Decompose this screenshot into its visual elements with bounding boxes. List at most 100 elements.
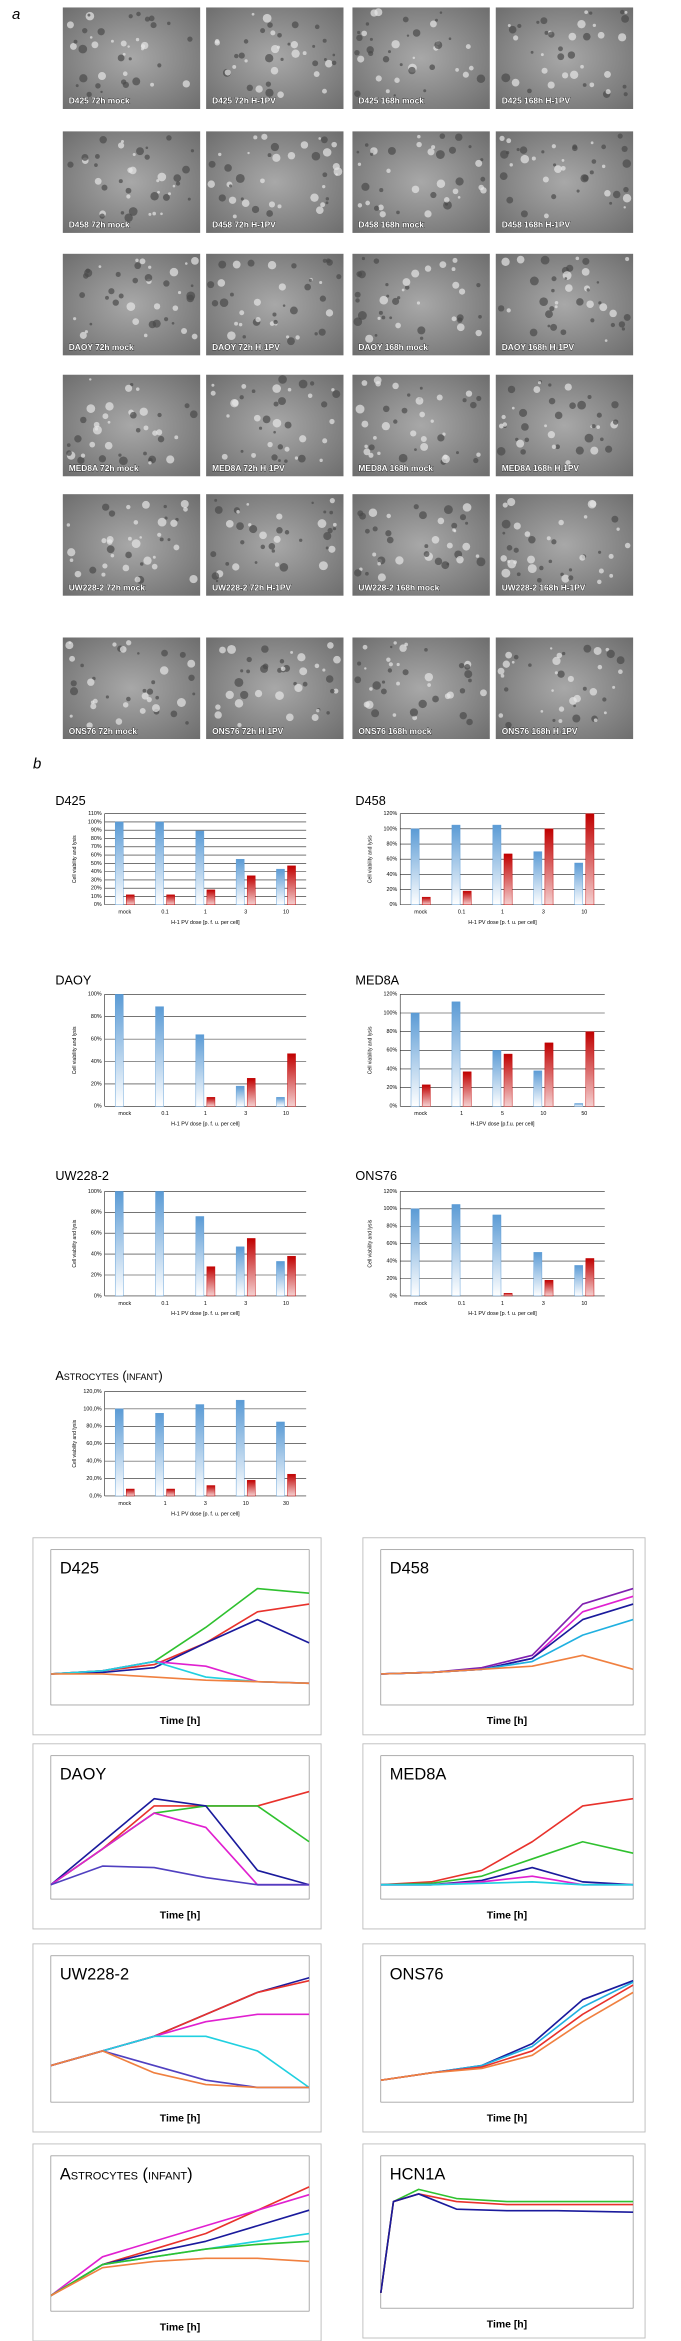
- image-label: D425 72h mock: [69, 96, 130, 106]
- cell: [554, 165, 562, 174]
- x-axis-label: Time [h]: [487, 2319, 527, 2330]
- cell: [335, 173, 338, 176]
- cell: [293, 681, 297, 686]
- chart-title: MED8A: [390, 1766, 447, 1784]
- cell: [127, 45, 130, 48]
- series-line: [50, 1618, 310, 1675]
- cell: [568, 568, 573, 572]
- cell: [239, 395, 244, 400]
- cell: [353, 317, 363, 326]
- cell: [258, 426, 263, 430]
- x-tick-label: 10: [540, 1111, 546, 1117]
- cell: [89, 36, 93, 39]
- cell: [122, 81, 129, 88]
- cell: [370, 152, 374, 156]
- cell: [227, 331, 236, 340]
- cell: [271, 549, 276, 553]
- cell: [142, 688, 147, 693]
- cell: [506, 196, 514, 204]
- cell: [622, 84, 627, 89]
- cell: [385, 89, 390, 94]
- cell: [406, 34, 410, 37]
- cell: [622, 194, 632, 203]
- cell: [502, 660, 510, 668]
- cell: [93, 421, 100, 428]
- y-tick-label: 100%: [88, 992, 102, 998]
- chart-title: DAOY: [55, 973, 91, 987]
- cell: [148, 212, 152, 216]
- y-tick-label: 110%: [88, 811, 102, 817]
- bar: [492, 824, 502, 905]
- x-tick-label: 1: [204, 1301, 207, 1307]
- cell: [590, 318, 595, 323]
- cell: [387, 146, 396, 155]
- cell: [354, 90, 361, 97]
- cell: [262, 415, 271, 424]
- cell: [528, 663, 532, 667]
- cell: [377, 573, 386, 582]
- cell: [108, 510, 116, 517]
- cell: [159, 537, 164, 542]
- cell: [568, 32, 577, 41]
- cell: [268, 201, 276, 208]
- cell: [602, 697, 607, 702]
- cell: [265, 88, 274, 97]
- cell: [361, 182, 370, 191]
- cell: [550, 323, 558, 331]
- x-tick-label: 10: [581, 910, 587, 916]
- x-axis-label: H-1 PV dose [p. f. u. per cell]: [171, 1511, 240, 1517]
- x-axis-label: Time [h]: [160, 2113, 200, 2124]
- bar: [155, 1191, 164, 1297]
- cell: [593, 718, 598, 723]
- cell: [554, 671, 558, 675]
- cell: [434, 41, 443, 50]
- cell: [506, 545, 513, 551]
- y-tick-label: 20%: [91, 1272, 102, 1278]
- cell: [314, 24, 320, 30]
- cell: [502, 502, 508, 508]
- cell: [191, 256, 199, 265]
- bar: [155, 1006, 164, 1107]
- cell: [152, 211, 156, 216]
- cell: [322, 148, 332, 157]
- cell: [150, 22, 157, 29]
- cell: [255, 316, 261, 323]
- cell: [139, 536, 142, 539]
- cell: [238, 322, 243, 327]
- cell: [150, 192, 159, 201]
- plot-area: [380, 1755, 634, 1900]
- y-tick-label: 60%: [386, 857, 397, 863]
- micrograph: [206, 637, 344, 740]
- cell: [386, 513, 391, 519]
- cell: [444, 202, 449, 206]
- series-line: [380, 1881, 634, 1886]
- cell: [86, 722, 93, 729]
- cell: [280, 57, 284, 61]
- cell: [326, 259, 333, 266]
- cell: [569, 70, 579, 79]
- bar: [246, 1078, 256, 1107]
- cell: [478, 314, 482, 319]
- x-tick-label: 0.1: [161, 1111, 168, 1117]
- image-label: DAOY 168h mock: [358, 342, 428, 352]
- cell: [65, 641, 74, 650]
- cell: [414, 448, 417, 452]
- cell: [372, 681, 381, 690]
- cell: [238, 52, 245, 59]
- chart-title: MED8A: [355, 973, 399, 987]
- cell: [164, 317, 169, 322]
- bar: [421, 1084, 431, 1107]
- cell: [122, 702, 129, 708]
- cell: [582, 83, 587, 87]
- cell: [365, 22, 370, 26]
- cell: [561, 574, 570, 583]
- cell: [443, 505, 453, 515]
- cell: [601, 144, 606, 150]
- cell: [232, 64, 237, 69]
- cell: [473, 457, 479, 464]
- cell: [396, 662, 400, 667]
- cell: [80, 453, 86, 458]
- cell: [325, 309, 334, 317]
- cell: [89, 322, 93, 326]
- cell: [370, 9, 378, 17]
